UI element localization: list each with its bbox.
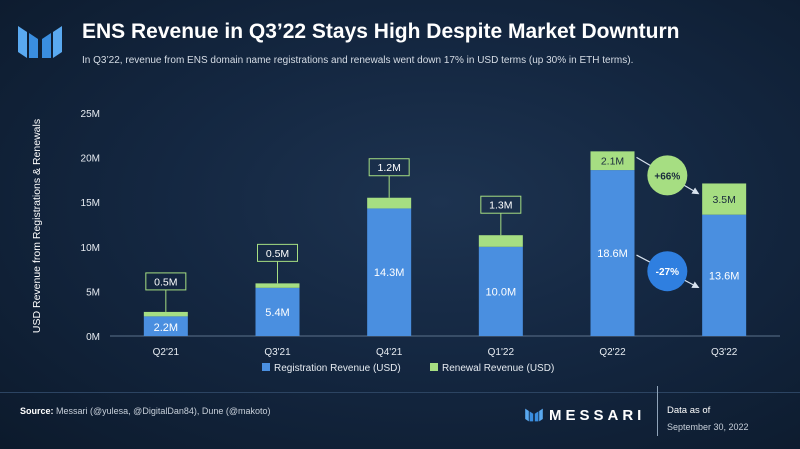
chart-title: ENS Revenue in Q3’22 Stays High Despite … [82,20,680,43]
x-tick-label: Q2'21 [153,347,180,358]
stacked-bar-chart: USD Revenue from Registrations & Renewal… [31,109,780,374]
callout-box [145,272,187,291]
data-as-of-date: September 30, 2022 [667,422,749,432]
bar-renewal [478,235,523,247]
bar-renewal [702,183,747,215]
callout-box [257,243,298,262]
source-text: Messari (@yulesa, @DigitalDan84), Dune (… [56,406,271,416]
legend-label-renewal: Renewal Revenue (USD) [442,363,554,374]
data-label-registration: 18.6M [597,248,628,260]
y-tick-label: 25M [81,109,100,120]
data-label-registration: 2.2M [154,322,178,334]
brand: MESSARI [525,406,645,424]
y-tick-label: 20M [81,154,100,165]
bar-renewal [255,283,300,288]
legend-swatch-renewal [430,363,438,371]
bar-renewal [143,311,188,317]
bar-renewal [590,151,635,171]
data-label-registration: 5.4M [265,307,289,319]
bar-registration [702,214,747,336]
x-tick-label: Q1'22 [488,347,515,358]
x-tick-label: Q2'22 [599,347,626,358]
brand-name: MESSARI [549,406,646,424]
chart-subtitle: In Q3’22, revenue from ENS domain name r… [82,55,634,66]
change-badge-label: +66% [654,171,680,182]
data-label-renewal: 3.5M [712,194,735,206]
change-badge-label: -27% [656,267,679,278]
bar-registration [143,316,188,336]
y-tick-label: 5M [86,287,100,298]
callout-box [368,158,410,177]
data-label-renewal: 0.5M [266,248,289,260]
legend-label-registration: Registration Revenue (USD) [274,363,401,374]
footer-vertical-divider [657,386,658,436]
data-label-renewal: 1.3M [489,200,512,212]
source-note: Source: Messari (@yulesa, @DigitalDan84)… [20,406,271,416]
data-as-of-label: Data as of [667,405,711,416]
y-tick-label: 10M [81,243,100,254]
bar-registration [478,246,523,336]
data-label-renewal: 2.1M [601,156,624,168]
x-tick-label: Q3'21 [264,347,291,358]
change-badge [647,155,688,196]
data-label-registration: 13.6M [709,270,740,282]
bar-renewal [367,197,412,209]
legend-swatch-registration [262,363,270,371]
y-axis-label: USD Revenue from Registrations & Renewal… [31,119,43,333]
x-tick-label: Q4'21 [376,347,403,358]
callout-box [480,195,522,214]
data-label-renewal: 1.2M [377,162,400,174]
messari-logo-icon [18,26,62,58]
messari-brand-icon [525,408,543,422]
footer-divider [0,392,800,393]
data-label-registration: 10.0M [486,286,517,298]
y-tick-label: 0M [86,332,100,343]
bar-registration [590,170,635,336]
y-tick-label: 15M [81,198,100,209]
bar-registration [367,208,412,336]
source-label: Source: [20,406,54,416]
data-label-registration: 14.3M [374,267,405,279]
change-badge [647,251,688,292]
x-tick-label: Q3'22 [711,347,738,358]
data-label-renewal: 0.5M [154,276,177,288]
bar-registration [255,287,300,336]
